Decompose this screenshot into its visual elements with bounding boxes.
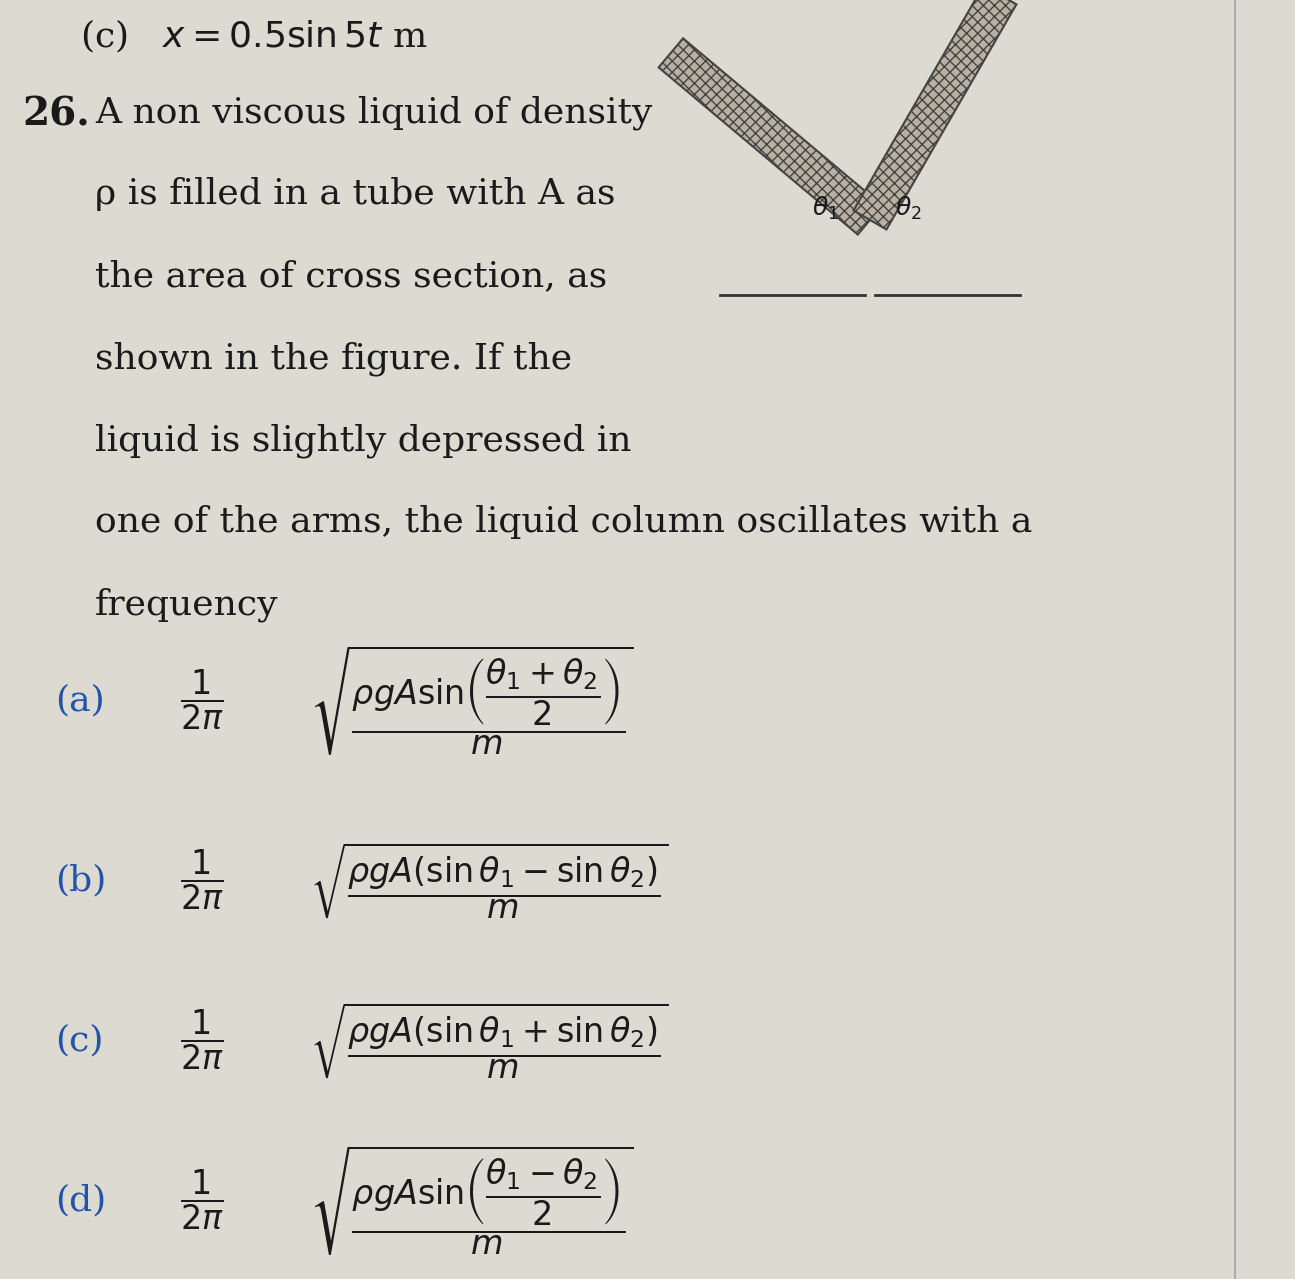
Text: $\dfrac{1}{2\pi}$: $\dfrac{1}{2\pi}$: [180, 848, 224, 912]
Text: $\dfrac{1}{2\pi}$: $\dfrac{1}{2\pi}$: [180, 1168, 224, 1232]
Text: $\theta_1$: $\theta_1$: [812, 194, 838, 221]
Text: $\sqrt{\dfrac{\rho g A(\sin\theta_1 - \sin\theta_2)}{m}}$: $\sqrt{\dfrac{\rho g A(\sin\theta_1 - \s…: [310, 840, 670, 920]
Text: (a): (a): [54, 683, 105, 718]
Text: frequency: frequency: [95, 587, 278, 622]
Polygon shape: [659, 38, 882, 234]
Text: one of the arms, the liquid column oscillates with a: one of the arms, the liquid column oscil…: [95, 505, 1032, 538]
Text: shown in the figure. If the: shown in the figure. If the: [95, 341, 572, 376]
Text: $\sqrt{\dfrac{\rho g A \sin\!\left(\dfrac{\theta_1-\theta_2}{2}\right)}{m}}$: $\sqrt{\dfrac{\rho g A \sin\!\left(\dfra…: [310, 1143, 633, 1257]
Text: (c): (c): [54, 1023, 104, 1056]
Text: A non viscous liquid of density: A non viscous liquid of density: [95, 95, 653, 129]
Text: $\dfrac{1}{2\pi}$: $\dfrac{1}{2\pi}$: [180, 668, 224, 732]
Text: the area of cross section, as: the area of cross section, as: [95, 260, 607, 293]
Text: (b): (b): [54, 863, 106, 897]
Text: $\dfrac{1}{2\pi}$: $\dfrac{1}{2\pi}$: [180, 1008, 224, 1072]
Text: liquid is slightly depressed in: liquid is slightly depressed in: [95, 423, 632, 458]
Text: (d): (d): [54, 1183, 106, 1218]
Polygon shape: [853, 0, 1017, 229]
Text: 26.: 26.: [22, 95, 89, 133]
Text: ρ is filled in a tube with A as: ρ is filled in a tube with A as: [95, 177, 615, 211]
Text: $\sqrt{\dfrac{\rho g A(\sin\theta_1 + \sin\theta_2)}{m}}$: $\sqrt{\dfrac{\rho g A(\sin\theta_1 + \s…: [310, 1000, 670, 1079]
Text: $\theta_2$: $\theta_2$: [895, 194, 921, 221]
Text: $\sqrt{\dfrac{\rho g A \sin\!\left(\dfrac{\theta_1+\theta_2}{2}\right)}{m}}$: $\sqrt{\dfrac{\rho g A \sin\!\left(\dfra…: [310, 643, 633, 757]
Text: (c)   $x = 0.5\sin 5t$ m: (c) $x = 0.5\sin 5t$ m: [80, 18, 427, 55]
